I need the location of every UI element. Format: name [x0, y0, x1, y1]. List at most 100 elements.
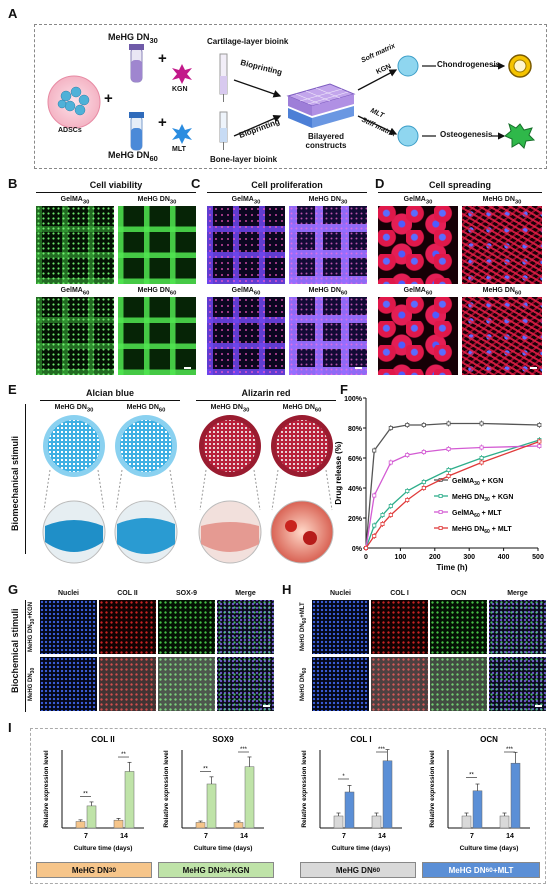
viability-gelma30-image	[36, 206, 114, 284]
legend-mehg30: MeHG DN 30	[36, 862, 152, 878]
data-point	[421, 486, 426, 491]
g-row2-label: MeHG DN30	[28, 667, 37, 701]
legend-marker	[438, 494, 443, 499]
viability-gelma60-image	[36, 297, 114, 375]
alizarin-red-title: Alizarin red	[241, 388, 291, 398]
data-point	[446, 421, 451, 426]
x-tick-label: 500	[532, 554, 544, 561]
x-tick-label: 300	[463, 554, 475, 561]
data-point	[479, 456, 484, 461]
y-tick-label: 80%	[348, 426, 363, 433]
significance-label: *	[342, 774, 345, 780]
legend-mehg30-kgn: MeHG DN 30 +KGN	[158, 862, 274, 878]
data-point	[388, 426, 393, 431]
bone-tube-icon	[129, 112, 144, 151]
proliferation-gelma30-image	[207, 206, 285, 284]
h-ocn-mlt-image	[430, 600, 487, 654]
cell-viability-title: Cell viability	[89, 180, 143, 190]
osteogenesis-label: Osteogenesis	[440, 130, 493, 139]
bar	[461, 815, 472, 829]
x-axis-label: Culture time (days)	[74, 845, 133, 852]
g-merge-ctrl-image	[217, 657, 274, 711]
series-line	[365, 422, 540, 549]
g-col2-ctrl-image	[99, 657, 156, 711]
plus-sign-1: +	[158, 50, 167, 67]
alcian-dish-30-icon	[43, 415, 105, 477]
data-point	[479, 445, 484, 450]
data-point	[405, 453, 410, 458]
cartilage-ink-label: MeHG DN	[108, 32, 150, 42]
significance-label: ***	[506, 747, 514, 753]
bar	[472, 790, 483, 829]
alizarin-zoom-30-image	[198, 500, 262, 564]
data-point	[372, 448, 377, 453]
x-axis-label: Culture time (days)	[332, 845, 391, 852]
significance-label: **	[83, 792, 88, 798]
significance-label: **	[469, 773, 474, 779]
bar	[344, 791, 355, 829]
x-tick-label: 0	[364, 554, 368, 561]
biochemical-stimuli-label: Biochemical stimuli	[10, 608, 20, 694]
constructs-label: constructs	[305, 141, 347, 150]
bilayered-construct-icon	[286, 83, 356, 128]
g-merge-kgn-image	[217, 600, 274, 654]
viability-mehg60-image	[118, 297, 196, 375]
series-line	[365, 445, 540, 549]
y-tick-label: 0%	[352, 546, 363, 553]
panel-a-schematic	[47, 44, 536, 151]
data-point	[372, 493, 377, 498]
cartilage-syringe-icon	[219, 53, 228, 102]
g-nuclei-ctrl-image	[40, 657, 97, 711]
h-col1-mlt-image	[371, 600, 428, 654]
g-nuclei-header: Nuclei	[57, 590, 79, 597]
data-point	[372, 533, 377, 538]
bone-bioink-label: Bone-layer bioink	[210, 155, 278, 164]
x-tick-label: 100	[395, 554, 407, 561]
data-point	[446, 468, 451, 473]
drug-release-chart: 0% 20% 40% 60% 80% 100% 0 100 200 300 400 500 Time (…	[334, 396, 544, 572]
h-col1-header: COL I	[390, 590, 409, 597]
legend-marker	[438, 510, 443, 515]
bar	[124, 771, 135, 829]
data-point	[388, 504, 393, 509]
g-col2-kgn-image	[99, 600, 156, 654]
y-axis-label: Relative expression level	[163, 750, 170, 828]
plus-sign-3: +	[104, 90, 113, 107]
panel-label-c: C	[191, 176, 201, 191]
panel-i-frame	[30, 728, 546, 884]
proliferation-mehg30-image	[289, 206, 367, 284]
legend-marker	[438, 525, 443, 530]
h-merge-ctrl-image	[489, 657, 546, 711]
g-sox9-header: SOX-9	[175, 590, 197, 597]
data-point	[537, 422, 542, 427]
scale-bar	[184, 367, 191, 369]
h-nuclei-ctrl-image	[312, 657, 369, 711]
panel-a-frame	[34, 24, 547, 169]
cartilage-bioink-label: Cartilage-layer bioink	[207, 37, 289, 46]
bar	[371, 815, 382, 829]
kgn-star-icon	[172, 64, 192, 84]
osteocyte-icon	[504, 122, 536, 149]
data-point	[388, 460, 393, 465]
significance-label: ***	[240, 747, 248, 753]
data-point	[479, 421, 484, 426]
data-point	[405, 489, 410, 494]
alcian-zoom-30-image	[42, 500, 106, 564]
adscs-label: ADSCs	[58, 127, 82, 134]
spreading-gelma60-image	[378, 297, 458, 375]
col1-bar-chart: COL I Relative expression level Culture ti…	[301, 735, 402, 852]
g-nuclei-kgn-image	[40, 600, 97, 654]
proliferation-gelma60-image	[207, 297, 285, 375]
scale-bar	[263, 705, 270, 707]
panel-label-d: D	[375, 176, 385, 191]
bar	[499, 815, 510, 829]
sox9-bar-chart: SOX9 Relative expression level Culture tim…	[163, 735, 264, 852]
category-label: 14	[240, 833, 248, 840]
legend-mehg60-mlt: MeHG DN 60 +MLT	[422, 862, 540, 878]
x-axis-label: Culture time (days)	[194, 845, 253, 852]
chondrocyte-icon	[508, 54, 532, 78]
cell-spreading-title: Cell spreading	[428, 180, 491, 190]
bar	[113, 819, 124, 829]
panel-label-b: B	[8, 176, 18, 191]
y-axis-label: Drug release (%)	[334, 441, 343, 504]
